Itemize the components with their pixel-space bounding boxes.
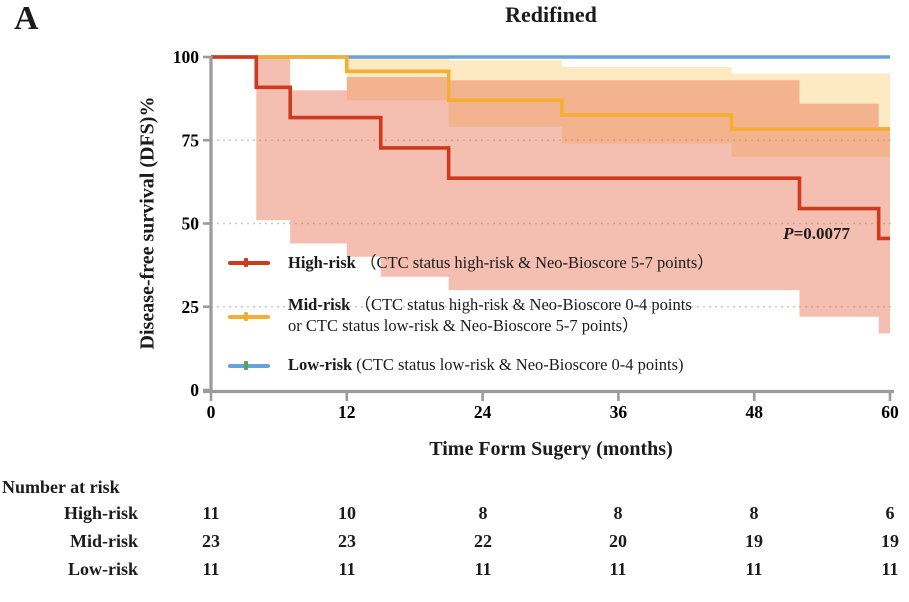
risk-count: 11 bbox=[202, 559, 220, 579]
survival-curve-mid-risk bbox=[211, 55, 890, 132]
risk-table-row-mid: Mid-risk 23 23 22 20 19 19 bbox=[0, 531, 909, 555]
risk-count: 20 bbox=[609, 531, 627, 551]
censor-tick-icon bbox=[244, 361, 248, 370]
risk-count: 19 bbox=[881, 531, 899, 551]
risk-row-label: High-risk bbox=[63, 503, 138, 523]
risk-count: 22 bbox=[474, 531, 492, 551]
risk-count: 8 bbox=[478, 503, 488, 523]
x-axis-label: Time Form Sugery (months) bbox=[429, 438, 673, 460]
legend-line-low-risk bbox=[228, 361, 270, 370]
y-tick-label: 0 bbox=[190, 380, 199, 400]
legend-line-mid-risk bbox=[228, 312, 270, 321]
legend-item-low-risk: Low-risk (CTC status low-risk & Neo-Bios… bbox=[228, 354, 684, 375]
risk-table-row-low: Low-risk 11 11 11 11 11 11 bbox=[0, 559, 909, 583]
ci-band-mid-risk bbox=[346, 57, 890, 157]
legend-item-mid-risk: Mid-risk （CTC status high-risk & Neo-Bio… bbox=[228, 294, 692, 336]
p-value-annotation: P=0.0077 bbox=[740, 224, 850, 244]
risk-table-title: Number at risk bbox=[2, 477, 120, 497]
km-chart-svg: 0 25 50 75 100 0 12 24 36 48 60 bbox=[173, 47, 899, 422]
x-tick-label: 36 bbox=[610, 402, 628, 422]
risk-count: 11 bbox=[881, 559, 899, 579]
legend-label: Mid-risk （CTC status high-risk & Neo-Bio… bbox=[288, 295, 692, 335]
censor-tick-icon bbox=[244, 258, 248, 267]
risk-row-label: Mid-risk bbox=[69, 531, 138, 551]
survival-curve-high-risk bbox=[211, 55, 890, 241]
x-tick-label: 0 bbox=[207, 402, 216, 422]
risk-count: 11 bbox=[474, 559, 492, 579]
panel-label: A bbox=[14, 0, 39, 37]
risk-count: 8 bbox=[613, 503, 623, 523]
legend-item-high-risk: High-risk （CTC status high-risk & Neo-Bi… bbox=[228, 252, 714, 273]
y-tick-label: 75 bbox=[182, 130, 200, 150]
y-tick-label: 100 bbox=[173, 47, 200, 67]
censor-tick-icon bbox=[244, 312, 248, 321]
risk-count: 11 bbox=[338, 559, 356, 579]
x-tick-label: 48 bbox=[745, 402, 763, 422]
risk-count: 11 bbox=[609, 559, 627, 579]
ci-band-high-risk bbox=[256, 57, 890, 334]
x-tick-label: 12 bbox=[338, 402, 356, 422]
y-tick-label: 50 bbox=[182, 214, 200, 234]
risk-count: 23 bbox=[338, 531, 356, 551]
risk-count: 23 bbox=[202, 531, 220, 551]
legend-line-high-risk bbox=[228, 258, 270, 267]
x-tick-label: 24 bbox=[474, 402, 492, 422]
risk-count: 11 bbox=[202, 503, 220, 523]
risk-count: 11 bbox=[745, 559, 763, 579]
y-axis-label: Disease-free survival (DFS)% bbox=[136, 96, 159, 350]
risk-table-row-high: High-risk 11 10 8 8 8 6 bbox=[0, 503, 909, 527]
risk-count: 19 bbox=[745, 531, 763, 551]
p-value-number: =0.0077 bbox=[793, 224, 850, 243]
risk-count: 10 bbox=[338, 503, 356, 523]
legend-label: High-risk （CTC status high-risk & Neo-Bi… bbox=[288, 253, 714, 272]
risk-row-label: Low-risk bbox=[67, 559, 138, 579]
x-tick-label: 60 bbox=[881, 402, 899, 422]
risk-count: 8 bbox=[749, 503, 759, 523]
p-value-symbol: P bbox=[783, 224, 794, 243]
legend-label: Low-risk (CTC status low-risk & Neo-Bios… bbox=[288, 355, 684, 374]
chart-title: Redifined bbox=[505, 2, 597, 27]
risk-count: 6 bbox=[885, 503, 895, 523]
y-tick-label: 25 bbox=[182, 297, 200, 317]
